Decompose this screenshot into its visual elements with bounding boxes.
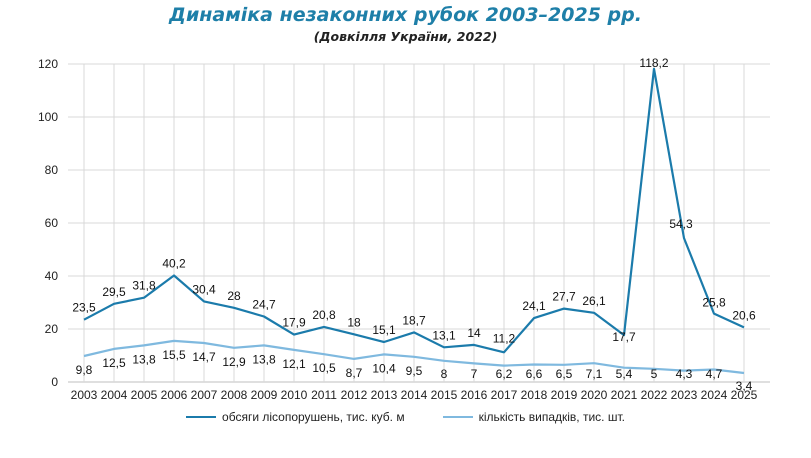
legend-label-volume: обсяги лісопорушень, тис. куб. м <box>222 410 405 424</box>
x-tick-label: 2004 <box>101 388 128 402</box>
data-label-volume: 30,4 <box>192 282 216 296</box>
y-tick-label: 80 <box>45 163 59 177</box>
x-tick-label: 2023 <box>671 388 698 402</box>
data-label-volume: 31,8 <box>132 279 156 293</box>
data-label-volume: 28 <box>227 289 241 303</box>
series-line-cases <box>83 339 745 375</box>
data-label-cases: 15,5 <box>162 348 186 362</box>
x-tick-label: 2014 <box>401 388 428 402</box>
data-label-volume: 14 <box>467 326 481 340</box>
x-tick-label: 2012 <box>341 388 368 402</box>
data-label-cases: 12,5 <box>102 356 126 370</box>
data-label-cases: 8 <box>441 367 448 381</box>
y-tick-label: 40 <box>45 269 59 283</box>
data-label-volume: 27,7 <box>552 290 576 304</box>
chart-title: Динаміка незаконних рубок 2003–2025 рр. <box>169 4 642 26</box>
data-label-volume: 15,1 <box>372 323 396 337</box>
y-tick-label: 0 <box>51 375 58 389</box>
x-tick-label: 2006 <box>161 388 188 402</box>
data-label-cases: 12,9 <box>222 355 246 369</box>
legend-label-cases: кількість випадків, тис. шт. <box>478 410 625 424</box>
data-label-volume: 24,7 <box>252 298 276 312</box>
data-label-cases: 9,8 <box>76 363 93 377</box>
x-tick-label: 2022 <box>641 388 668 402</box>
data-label-cases: 4,7 <box>706 367 723 381</box>
x-tick-label: 2008 <box>221 388 248 402</box>
data-label-cases: 5 <box>651 367 658 381</box>
data-label-volume: 54,3 <box>669 217 693 231</box>
x-tick-label: 2018 <box>521 388 548 402</box>
data-label-cases: 7,1 <box>586 367 603 381</box>
data-label-cases: 4,3 <box>676 367 693 381</box>
x-tick-label: 2010 <box>281 388 308 402</box>
data-label-cases: 13,8 <box>252 352 276 366</box>
legend-swatch-volume <box>186 415 217 419</box>
y-tick-label: 120 <box>38 57 58 71</box>
legend-item-cases: кількість випадків, тис. шт. <box>442 410 625 424</box>
x-tick-label: 2009 <box>251 388 278 402</box>
y-tick-label: 100 <box>38 110 58 124</box>
x-tick-label: 2015 <box>431 388 458 402</box>
data-label-cases: 12,1 <box>282 357 306 371</box>
y-tick-label: 20 <box>45 322 59 336</box>
data-label-volume: 17,7 <box>612 330 636 344</box>
y-tick-label: 60 <box>45 216 59 230</box>
data-label-volume: 23,5 <box>72 301 96 315</box>
data-label-cases: 5,4 <box>616 367 633 381</box>
data-label-volume: 25,8 <box>702 296 726 310</box>
data-label-cases: 6,6 <box>526 367 543 381</box>
legend-item-volume: обсяги лісопорушень, тис. куб. м <box>186 410 405 424</box>
data-label-volume: 26,1 <box>582 294 606 308</box>
x-tick-label: 2019 <box>551 388 578 402</box>
data-label-cases: 3,4 <box>736 379 753 393</box>
data-label-volume: 118,2 <box>639 56 668 70</box>
data-label-cases: 7 <box>471 367 478 381</box>
data-label-volume: 18 <box>347 315 361 329</box>
x-tick-label: 2020 <box>581 388 608 402</box>
x-tick-label: 2024 <box>701 388 728 402</box>
series-line-volume <box>83 67 745 354</box>
x-tick-label: 2003 <box>71 388 98 402</box>
x-tick-label: 2016 <box>461 388 488 402</box>
x-tick-label: 2021 <box>611 388 638 402</box>
data-label-cases: 10,4 <box>372 361 396 375</box>
data-label-cases: 6,2 <box>496 367 513 381</box>
data-label-cases: 6,5 <box>556 367 573 381</box>
x-tick-label: 2013 <box>371 388 398 402</box>
x-tick-label: 2011 <box>311 388 337 402</box>
data-label-cases: 9,5 <box>406 364 423 378</box>
data-label-cases: 13,8 <box>132 352 156 366</box>
data-label-volume: 20,6 <box>732 308 756 322</box>
x-tick-label: 2025 <box>731 388 758 402</box>
data-label-cases: 14,7 <box>192 350 216 364</box>
x-tick-label: 2005 <box>131 388 158 402</box>
chart-legend: обсяги лісопорушень, тис. куб. м кількіс… <box>0 410 811 424</box>
legend-swatch-cases <box>442 415 473 419</box>
x-tick-label: 2007 <box>191 388 218 402</box>
x-tick-label: 2017 <box>491 388 518 402</box>
data-label-volume: 24,1 <box>522 299 546 313</box>
data-label-volume: 13,1 <box>432 328 456 342</box>
data-label-cases: 8,7 <box>346 366 363 380</box>
data-label-volume: 29,5 <box>102 285 126 299</box>
data-label-cases: 10,5 <box>312 361 336 375</box>
data-label-volume: 17,9 <box>282 316 306 330</box>
data-label-volume: 40,2 <box>162 256 186 270</box>
data-label-volume: 18,7 <box>402 313 426 327</box>
data-label-volume: 20,8 <box>312 308 336 322</box>
data-label-volume: 11,2 <box>493 331 516 345</box>
chart-subtitle: (Довкілля України, 2022) <box>313 29 498 44</box>
